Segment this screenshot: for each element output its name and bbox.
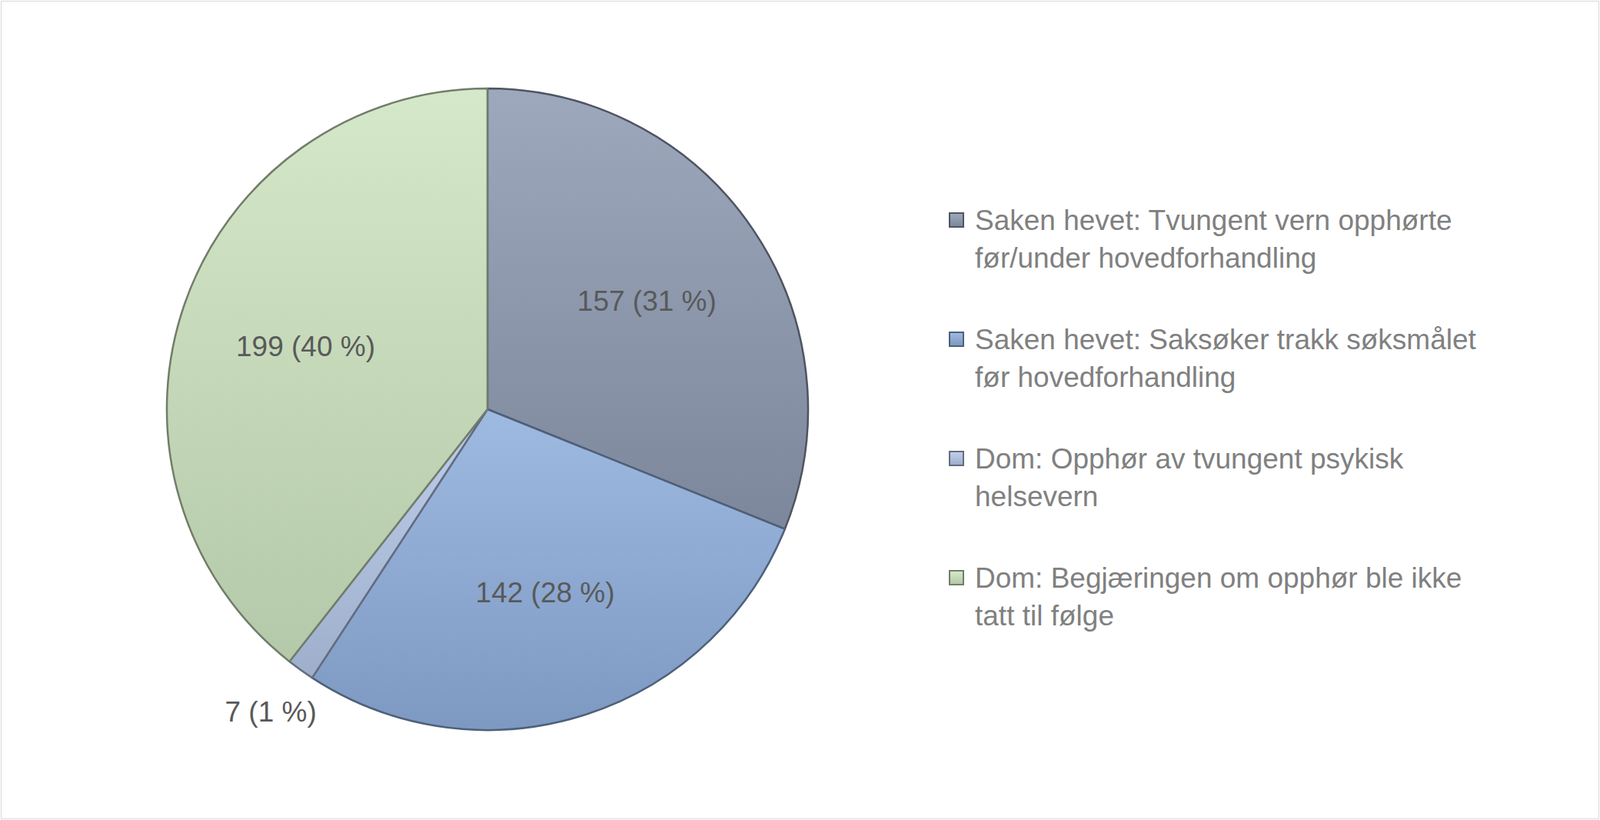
data-label: 199 (40 %) [236, 330, 376, 363]
legend-item: Saken hevet: Tvungent vern opphørte før/… [948, 201, 1498, 277]
pie-slice [166, 88, 488, 662]
data-label: 157 (31 %) [577, 285, 717, 317]
legend-swatch [948, 569, 965, 586]
chart-svg: 157 (31 %) 142 (28 %) 7 (1 %) 199 (40 %) [0, 0, 1600, 820]
legend-item: Dom: Begjæringen om opphør ble ikke tatt… [948, 558, 1498, 635]
data-label: 7 (1 %) [224, 695, 317, 728]
legend-swatch [948, 331, 965, 347]
legend-item: Saken hevet: Saksøker trakk søksmålet fø… [948, 320, 1498, 396]
legend-swatch [948, 212, 965, 228]
legend-item: Dom: Opphør av tvungent psykisk helsever… [948, 439, 1498, 516]
data-labels: 157 (31 %) 142 (28 %) 7 (1 %) 199 (40 %) [224, 285, 716, 727]
legend-label: Saken hevet: Tvungent vern opphørte før/… [974, 204, 1453, 274]
legend-swatch [948, 450, 965, 466]
legend-label: Dom: Begjæringen om opphør ble ikke tatt… [974, 562, 1462, 632]
legend-label: Dom: Opphør av tvungent psykisk helsever… [974, 442, 1404, 513]
legend-label: Saken hevet: Saksøker trakk søksmålet fø… [974, 323, 1477, 393]
slices [166, 88, 809, 730]
data-label: 142 (28 %) [475, 576, 616, 609]
legend: Saken hevet: Tvungent vern opphørte før/… [948, 201, 1487, 679]
